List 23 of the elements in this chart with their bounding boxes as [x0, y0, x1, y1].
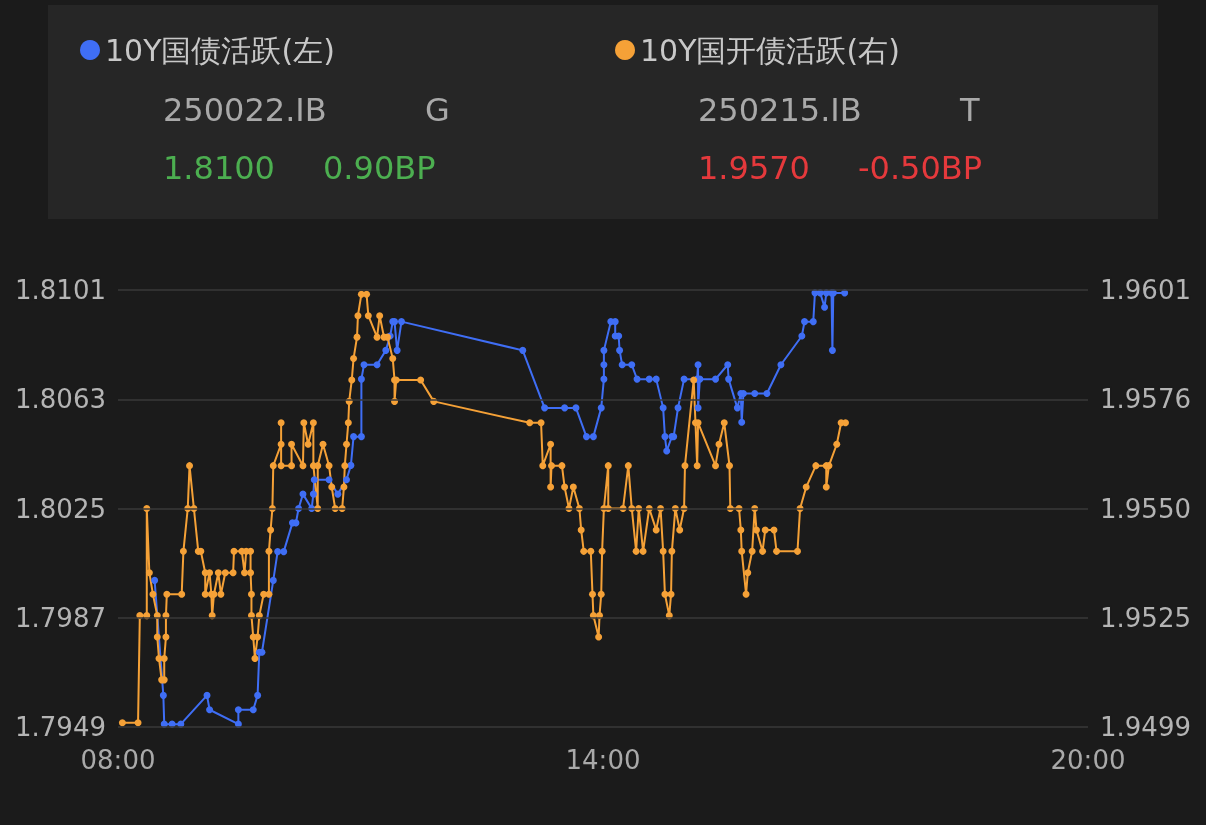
x-tick-label: 14:00 — [565, 745, 641, 775]
y2-tick-label: 1.9499 — [1100, 712, 1191, 742]
text: 0.90BP — [323, 149, 436, 187]
y-tick-label: 1.7987 — [15, 602, 106, 633]
y-tick-label: 1.8101 — [15, 275, 106, 305]
y2-tick-label: 1.9576 — [1100, 384, 1191, 415]
x-tick-label: 20:00 — [1050, 745, 1126, 775]
text: -0.50BP — [858, 149, 983, 187]
y2-tick-label: 1.9525 — [1100, 602, 1191, 633]
y2-tick-label: 1.9601 — [1100, 275, 1191, 305]
x-tick-label: 08:00 — [80, 745, 156, 775]
legend-label: 10Y国开债活跃(右) — [640, 32, 900, 68]
y-tick-label: 1.8063 — [15, 384, 106, 415]
text: G — [425, 91, 450, 129]
text: T — [959, 91, 980, 129]
text: 250022.IB — [163, 91, 327, 129]
y-tick-label: 1.7949 — [15, 712, 106, 742]
y-tick-label: 1.8025 — [15, 493, 106, 524]
legend-label: 10Y国债活跃(左) — [105, 32, 335, 68]
y2-tick-label: 1.9550 — [1100, 493, 1191, 524]
text: 1.9570 — [698, 149, 810, 187]
text: 1.8100 — [163, 149, 275, 187]
text: 250215.IB — [698, 91, 862, 129]
